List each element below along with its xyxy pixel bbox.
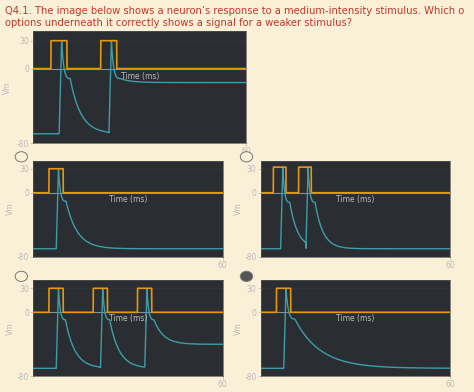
Text: Vm: Vm <box>234 202 242 215</box>
Text: Vm: Vm <box>6 202 15 215</box>
Text: Time (ms): Time (ms) <box>109 195 147 203</box>
Text: Q4.1. The image below shows a neuron’s response to a medium-intensity stimulus. : Q4.1. The image below shows a neuron’s r… <box>5 6 464 16</box>
Text: Time (ms): Time (ms) <box>109 314 147 323</box>
Text: Vm: Vm <box>3 81 12 94</box>
Text: Time (ms): Time (ms) <box>337 195 374 203</box>
Text: options underneath it correctly shows a signal for a weaker stimulus?: options underneath it correctly shows a … <box>5 18 352 28</box>
Text: Time (ms): Time (ms) <box>337 314 374 323</box>
Text: Vm: Vm <box>6 322 15 335</box>
Text: Time (ms): Time (ms) <box>121 72 159 80</box>
Text: Vm: Vm <box>234 322 242 335</box>
